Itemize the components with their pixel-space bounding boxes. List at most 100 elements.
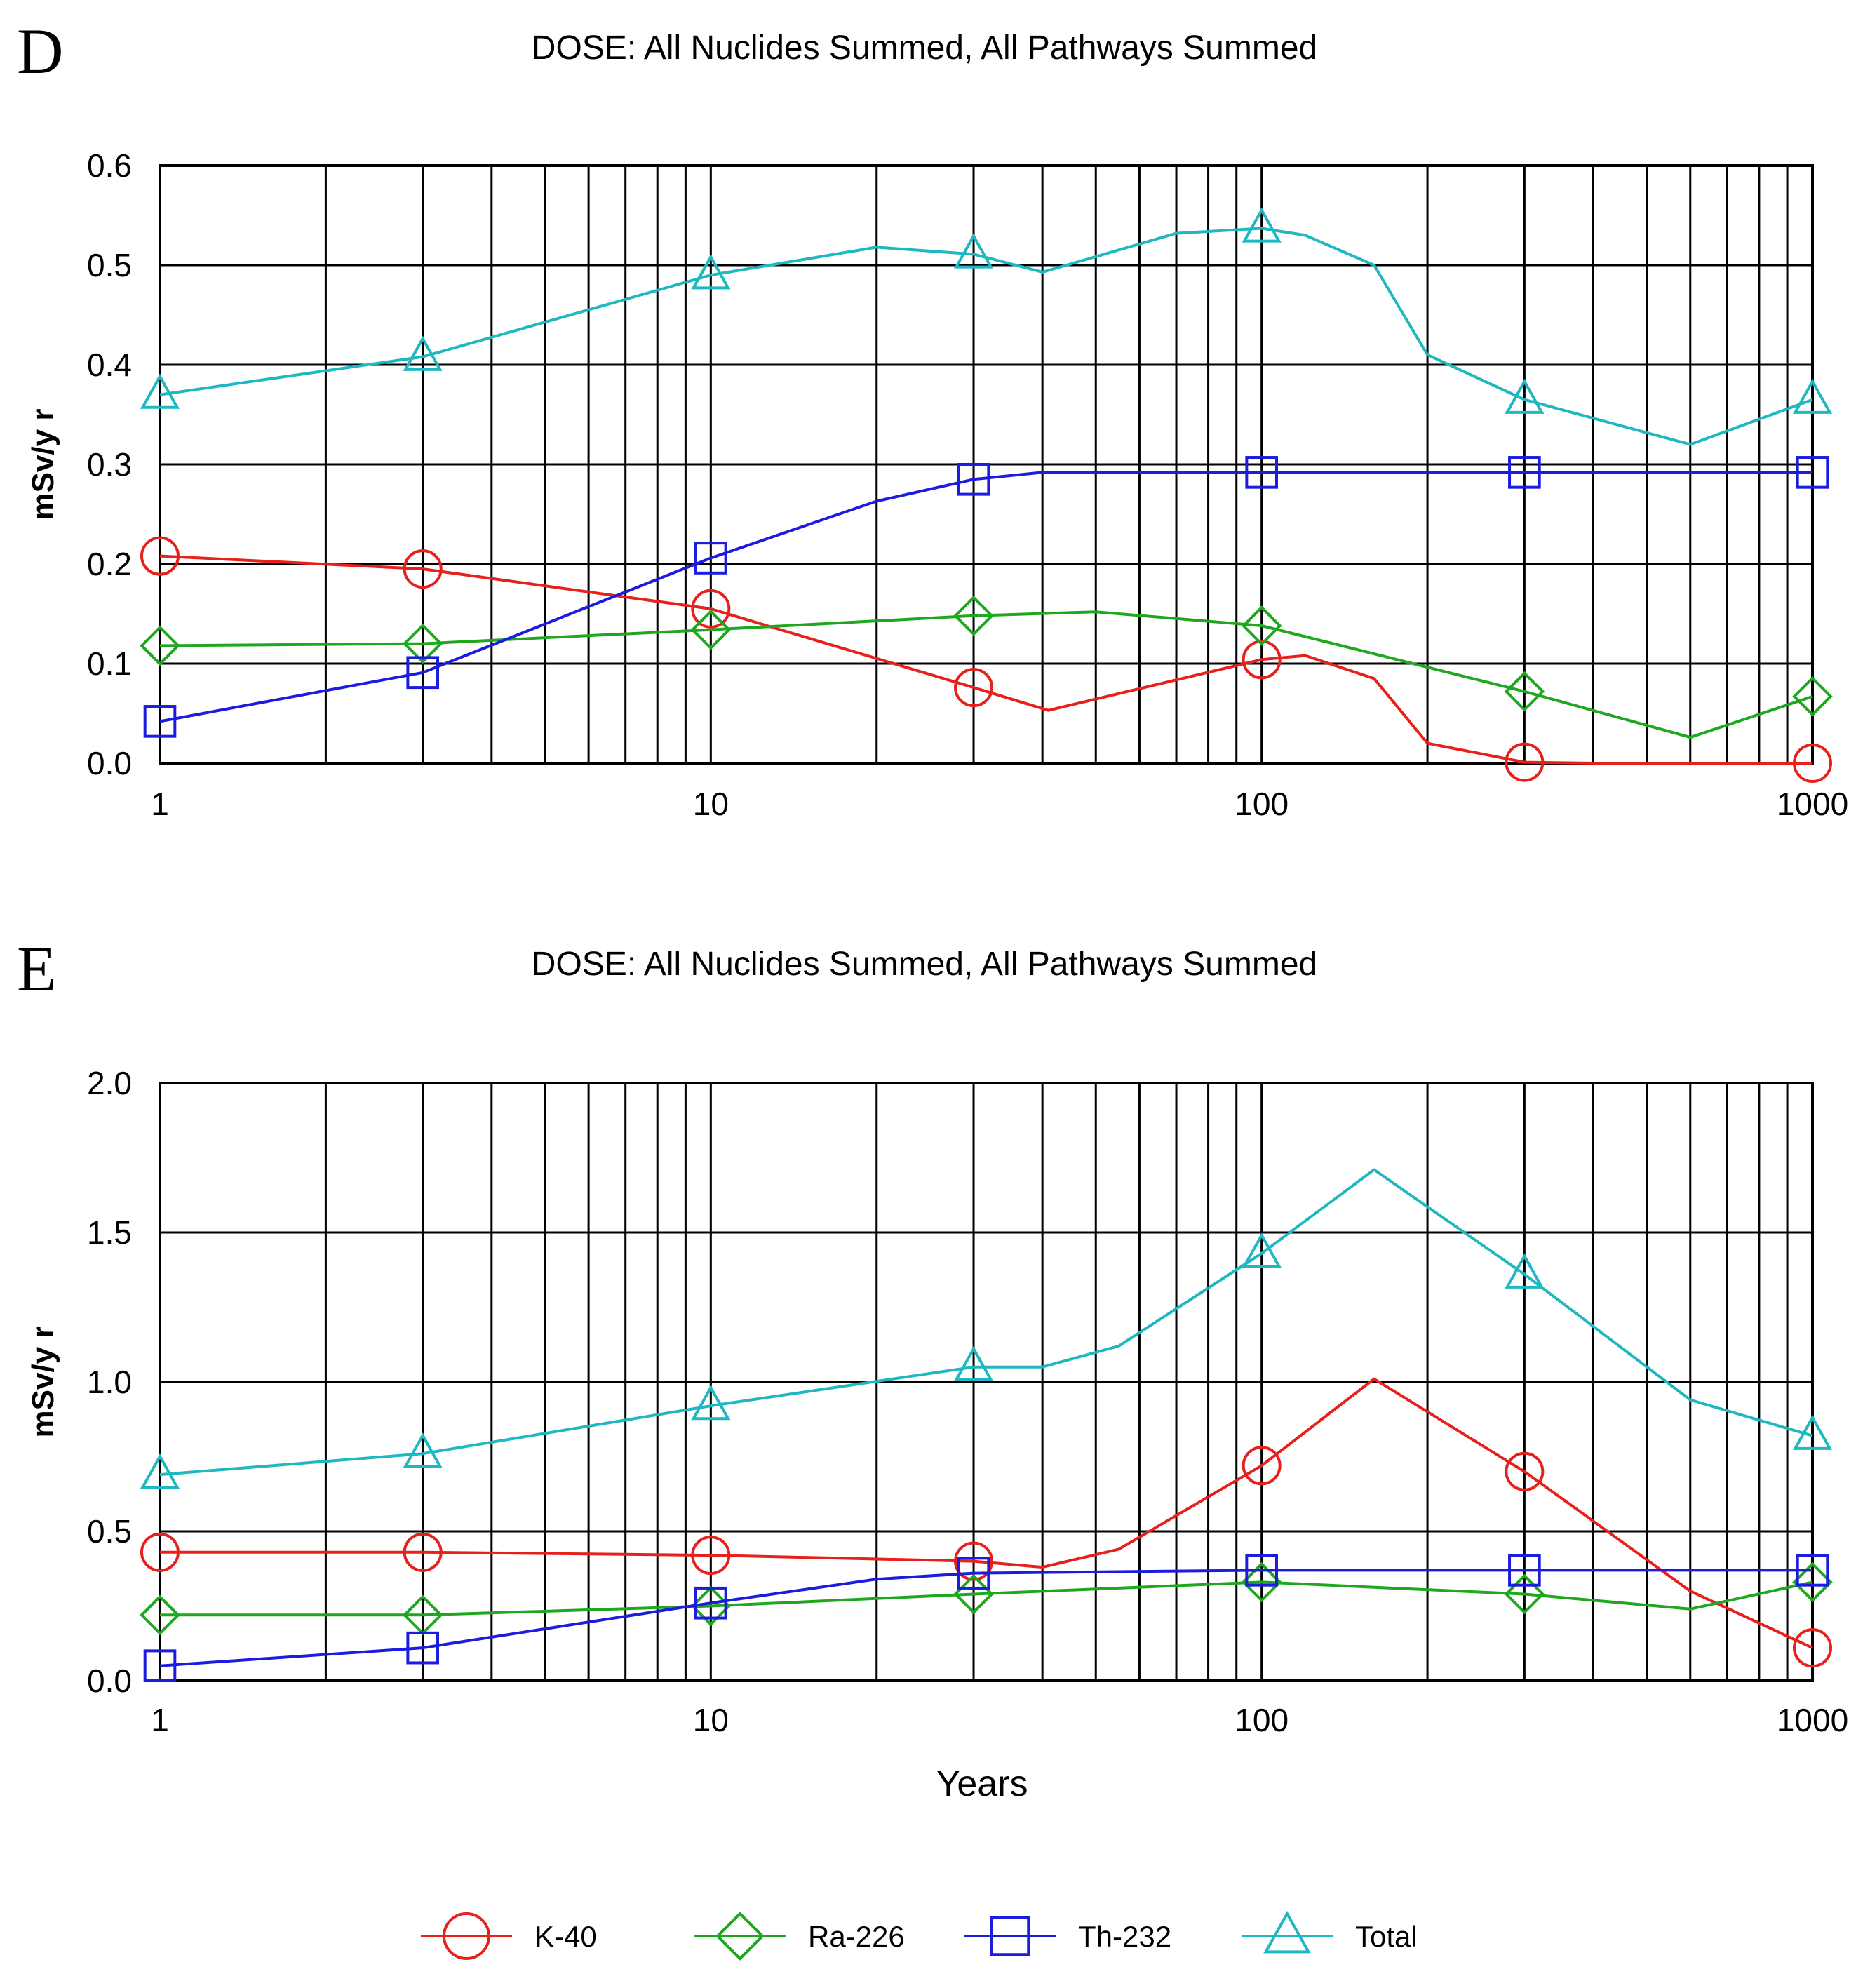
series-ra-226 — [140, 596, 1833, 739]
legend-item-ra-226: Ra-226 — [694, 1912, 905, 1961]
diamond-marker — [953, 596, 994, 636]
y-tick-label: 0.1 — [87, 645, 132, 682]
y-tick-label: 2.0 — [87, 1065, 132, 1101]
grid-lines — [160, 1083, 1812, 1681]
x-axis-label: Years — [936, 1764, 1028, 1804]
series-k-40 — [140, 1377, 1832, 1668]
legend-item-k-40: K-40 — [421, 1912, 597, 1960]
x-tick-label: 10 — [693, 786, 729, 822]
legend-label: Th-232 — [1078, 1920, 1171, 1953]
diamond-marker — [1792, 676, 1833, 717]
triangle-marker — [1505, 1253, 1545, 1289]
diamond-marker — [140, 1594, 180, 1636]
series-th-232 — [143, 1554, 1829, 1683]
triangle-marker — [953, 233, 994, 269]
diamond-marker — [140, 625, 180, 666]
square-marker — [694, 1586, 727, 1620]
circle-marker — [1505, 742, 1545, 782]
grid-lines — [160, 166, 1812, 763]
triangle-marker — [1505, 378, 1545, 414]
y-tick-label: 0.5 — [87, 247, 132, 283]
plot-frame — [159, 164, 1814, 765]
circle-marker — [140, 536, 180, 576]
diamond-marker — [1504, 671, 1545, 712]
legend: K-40 Ra-226 Th-232 Total — [421, 1910, 1418, 1961]
triangle-marker — [403, 335, 443, 371]
series-line — [159, 1168, 1813, 1477]
triangle-marker — [691, 1384, 731, 1421]
plot-frame — [159, 1082, 1814, 1682]
series-total — [140, 207, 1833, 446]
series-line — [159, 1569, 1812, 1667]
x-tick-label: 1000 — [1777, 786, 1848, 822]
square-marker — [957, 1557, 990, 1590]
series-line — [160, 1580, 1813, 1617]
diamond-marker — [715, 1912, 765, 1961]
square-marker — [143, 1649, 177, 1683]
circle-marker — [691, 1536, 731, 1576]
triangle-marker — [1792, 1414, 1833, 1450]
legend-item-total: Total — [1242, 1910, 1418, 1954]
diamond-marker — [690, 609, 732, 650]
series-line — [160, 1377, 1813, 1649]
legend-label: Total — [1355, 1920, 1418, 1953]
y-axis-label: mSv/y r — [26, 1327, 60, 1438]
series-line — [159, 471, 1812, 723]
circle-marker — [403, 549, 443, 589]
chart-title: DOSE: All Nuclides Summed, All Pathways … — [532, 29, 1317, 67]
diamond-marker — [402, 623, 443, 664]
legend-item-th-232: Th-232 — [964, 1916, 1171, 1956]
square-marker — [1508, 1554, 1541, 1587]
legend-label: K-40 — [534, 1920, 597, 1953]
triangle-marker — [1792, 378, 1833, 414]
circle-marker — [1505, 1451, 1545, 1491]
circle-marker — [691, 589, 731, 629]
x-tick-label: 10 — [693, 1702, 729, 1738]
y-tick-label: 0.3 — [87, 446, 132, 483]
x-tick-label: 1 — [151, 1702, 169, 1738]
y-tick-label: 0.0 — [87, 745, 132, 781]
y-tick-label: 1.5 — [87, 1214, 132, 1251]
circle-marker — [1242, 640, 1282, 680]
y-tick-label: 1.0 — [87, 1364, 132, 1400]
y-tick-label: 0.2 — [87, 546, 132, 582]
chart-panel-e: E DOSE: All Nuclides Summed, All Pathways… — [17, 933, 1848, 1804]
circle-marker — [954, 668, 994, 708]
triangle-marker — [140, 373, 180, 409]
chart-panel-d: D DOSE: All Nuclides Summed, All Pathways… — [17, 15, 1848, 822]
circle-marker — [1242, 1446, 1282, 1486]
triangle-marker — [953, 1345, 994, 1381]
circle-marker — [954, 1541, 994, 1581]
panel-label: D — [17, 15, 63, 87]
y-axis-label: mSv/y r — [26, 409, 60, 520]
diamond-marker — [1241, 605, 1282, 646]
square-marker — [990, 1916, 1030, 1956]
y-tick-label: 0.4 — [87, 347, 132, 383]
panel-label: E — [17, 933, 56, 1005]
square-marker — [406, 656, 440, 690]
chart-title: DOSE: All Nuclides Summed, All Pathways … — [532, 946, 1317, 983]
circle-marker — [443, 1912, 490, 1960]
legend-label: Ra-226 — [808, 1920, 905, 1953]
square-marker — [1796, 1554, 1829, 1587]
triangle-marker — [691, 254, 731, 290]
square-marker — [406, 1631, 440, 1665]
square-marker — [1508, 456, 1541, 489]
circle-marker — [1793, 744, 1832, 783]
series-line — [159, 554, 1812, 765]
y-tick-label: 0.5 — [87, 1513, 132, 1550]
triangle-marker — [1263, 1910, 1311, 1954]
x-tick-label: 100 — [1235, 1702, 1289, 1738]
x-tick-label: 1 — [151, 786, 169, 822]
series-line — [159, 610, 1813, 739]
triangle-marker — [1242, 207, 1282, 243]
triangle-marker — [1242, 1232, 1282, 1268]
diamond-marker — [1241, 1561, 1282, 1603]
triangle-marker — [403, 1432, 443, 1468]
square-marker — [1245, 456, 1278, 489]
x-tick-label: 1000 — [1777, 1702, 1848, 1738]
circle-marker — [403, 1532, 443, 1572]
series-k-40 — [140, 536, 1832, 783]
y-tick-label: 0.0 — [87, 1663, 132, 1699]
